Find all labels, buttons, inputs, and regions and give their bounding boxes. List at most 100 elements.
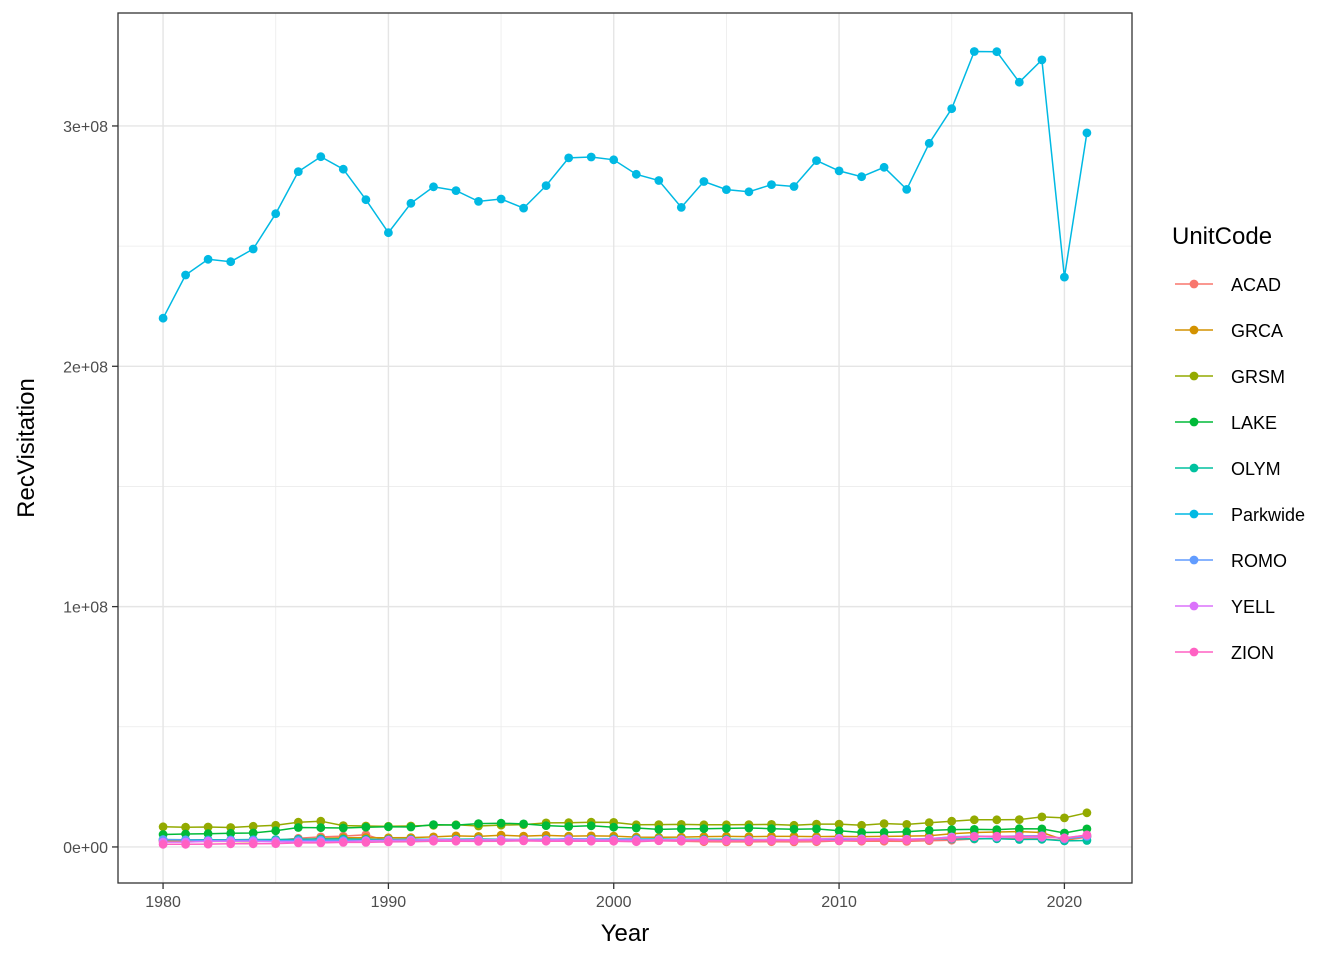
data-point — [631, 169, 641, 179]
data-point — [293, 838, 303, 848]
data-point — [992, 831, 1002, 841]
data-point — [1037, 812, 1047, 822]
data-point — [226, 839, 236, 849]
data-point — [1060, 813, 1069, 823]
legend-key-point — [1189, 509, 1199, 519]
data-point — [384, 228, 393, 238]
series-zion — [158, 830, 1092, 849]
data-point — [924, 826, 934, 835]
data-point — [293, 167, 303, 177]
data-point — [699, 836, 709, 845]
data-point — [564, 822, 574, 831]
data-point — [992, 825, 1002, 834]
legend-item-olym: OLYM — [1175, 459, 1281, 479]
data-point — [834, 166, 844, 176]
legend-item-lake: LAKE — [1175, 413, 1277, 433]
data-point — [744, 187, 754, 197]
data-point — [541, 181, 551, 191]
data-point — [1014, 824, 1024, 834]
data-point — [1037, 831, 1047, 841]
data-point — [338, 823, 348, 833]
data-point — [429, 182, 438, 192]
data-point — [203, 822, 213, 832]
y-axis-title: RecVisitation — [13, 378, 40, 518]
data-point — [857, 820, 866, 830]
legend-label: YELL — [1231, 597, 1275, 617]
series-line — [162, 50, 1088, 319]
legend: ACAD GRCA GRSM LAKE OLYM Parkwide ROMO YELL ZION — [1175, 275, 1305, 663]
data-point — [609, 836, 619, 846]
data-point — [902, 827, 912, 837]
y-tick-label: 3e+08 — [63, 119, 108, 136]
series-lines — [158, 47, 1092, 849]
grid — [118, 13, 1132, 883]
data-point — [519, 203, 528, 213]
y-tick-label: 0e+00 — [63, 840, 108, 857]
legend-key-point — [1189, 463, 1199, 473]
data-point — [158, 839, 168, 849]
data-point — [1082, 128, 1092, 138]
legend-item-grsm: GRSM — [1175, 367, 1285, 387]
data-point — [857, 835, 866, 845]
data-point — [879, 162, 889, 172]
data-point — [1060, 833, 1069, 843]
x-tick-label: 2000 — [596, 894, 632, 911]
data-point — [474, 837, 483, 846]
data-point — [924, 138, 934, 148]
data-point — [1014, 832, 1024, 841]
data-point — [203, 254, 213, 264]
data-point — [924, 834, 934, 844]
data-point — [451, 836, 461, 846]
data-point — [248, 821, 258, 831]
data-point — [699, 177, 709, 186]
data-point — [834, 819, 844, 829]
legend-label: Parkwide — [1231, 505, 1305, 525]
panel-border — [117, 12, 1133, 884]
series-parkwide — [158, 47, 1092, 323]
legend-label: GRSM — [1231, 367, 1285, 387]
data-point — [947, 104, 957, 114]
legend-key-point — [1189, 279, 1199, 289]
legend-label: OLYM — [1231, 459, 1281, 479]
data-point — [699, 824, 709, 834]
data-point — [293, 823, 303, 832]
data-point — [316, 823, 326, 833]
data-point — [474, 819, 483, 828]
data-point — [834, 826, 844, 836]
data-point — [789, 182, 799, 191]
data-point — [992, 815, 1002, 825]
data-point — [361, 838, 371, 847]
data-point — [519, 819, 528, 829]
data-point — [181, 822, 191, 832]
legend-title: UnitCode — [1172, 223, 1272, 250]
data-point — [631, 823, 641, 833]
data-point — [158, 313, 168, 323]
data-point — [902, 820, 912, 829]
legend-item-zion: ZION — [1175, 643, 1274, 663]
data-point — [1060, 272, 1069, 282]
data-point — [1082, 830, 1092, 840]
data-point — [969, 832, 979, 841]
data-point — [676, 836, 686, 846]
y-tick-label: 1e+08 — [63, 600, 108, 617]
data-point — [654, 176, 664, 185]
legend-label: ZION — [1231, 643, 1274, 663]
data-point — [834, 836, 844, 845]
data-point — [969, 815, 979, 825]
data-point — [1014, 815, 1024, 824]
series-lake — [158, 818, 1092, 839]
data-point — [158, 822, 168, 832]
data-point — [203, 839, 213, 849]
data-point — [767, 824, 776, 834]
data-point — [812, 156, 821, 166]
data-point — [181, 270, 191, 280]
data-point — [226, 828, 236, 838]
data-point — [857, 172, 866, 182]
x-tick-label: 1980 — [145, 894, 181, 911]
data-point — [969, 825, 979, 834]
data-point — [767, 180, 776, 190]
legend-label: GRCA — [1231, 321, 1283, 341]
data-point — [451, 820, 461, 830]
data-point — [879, 819, 889, 828]
